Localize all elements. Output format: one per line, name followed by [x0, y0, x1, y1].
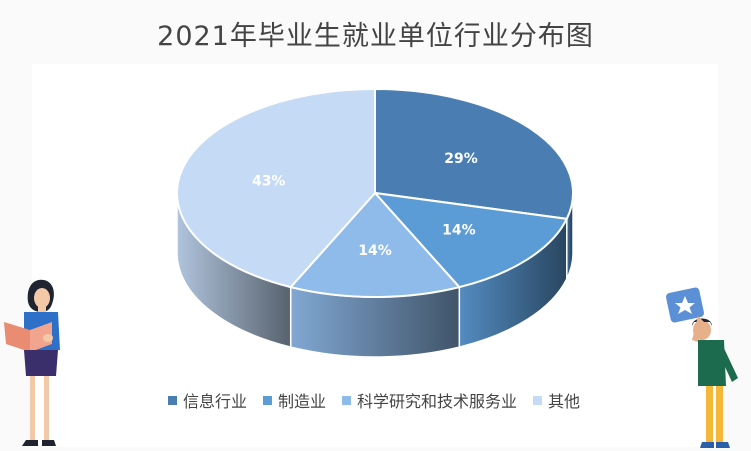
pie-data-label-3: 43%	[252, 174, 286, 190]
woman-reading-illustration	[4, 279, 60, 446]
legend-label: 科学研究和技术服务业	[357, 392, 518, 411]
chart-title: 2021年毕业生就业单位行业分布图	[157, 21, 594, 52]
legend-swatch	[533, 395, 543, 405]
pie-slice-2[interactable]	[288, 191, 462, 298]
chart-legend: 信息行业 制造业 科学研究和技术服务业 其他	[168, 388, 580, 412]
pie-slice-1[interactable]	[372, 191, 569, 289]
pie-slice-0[interactable]	[374, 87, 574, 220]
legend-swatch	[168, 395, 177, 405]
pie-slice-3[interactable]	[176, 87, 376, 289]
legend-label: 制造业	[278, 392, 327, 411]
legend-item-manufacturing[interactable]: 制造业	[263, 388, 326, 412]
legend-label: 信息行业	[183, 392, 248, 411]
legend-swatch	[263, 395, 273, 405]
legend-item-info-industry[interactable]: 信息行业	[168, 388, 247, 412]
pie-data-label-2: 14%	[358, 243, 392, 259]
legend-item-other[interactable]: 其他	[533, 388, 580, 412]
pie-data-label-1: 14%	[442, 222, 476, 238]
pie-data-label-0: 29%	[444, 151, 478, 167]
legend-swatch	[342, 395, 352, 405]
legend-item-research-services[interactable]: 科学研究和技术服务业	[342, 388, 517, 412]
man-with-star-illustration	[665, 287, 738, 448]
legend-label: 其他	[548, 392, 581, 411]
